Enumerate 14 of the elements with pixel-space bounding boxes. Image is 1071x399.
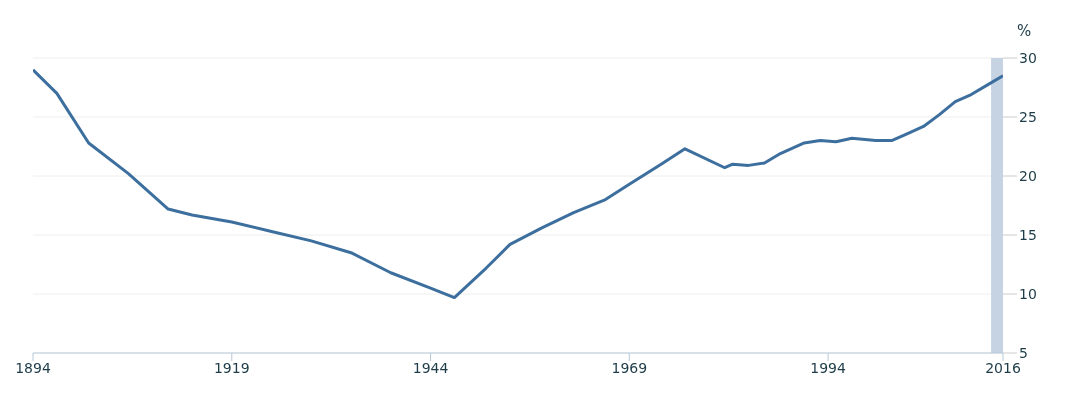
x-tick-label: 1944: [412, 359, 449, 376]
y-tick-label: 15: [1019, 226, 1037, 243]
x-tick-label: 1994: [810, 359, 846, 376]
y-axis-title: %: [1017, 22, 1032, 40]
x-tick-label: 2016: [985, 359, 1021, 376]
x-tick-label: 1894: [15, 359, 51, 376]
line-series: [33, 68, 1003, 300]
y-tick-label: 20: [1019, 167, 1037, 184]
y-tick-label: 10: [1019, 285, 1037, 302]
x-tick-label: 1969: [611, 359, 648, 376]
y-tick-label: 30: [1019, 49, 1037, 66]
y-tick-label: 25: [1019, 108, 1037, 125]
x-tick-label: 1919: [213, 359, 250, 376]
y-tick-label: 5: [1019, 344, 1028, 361]
